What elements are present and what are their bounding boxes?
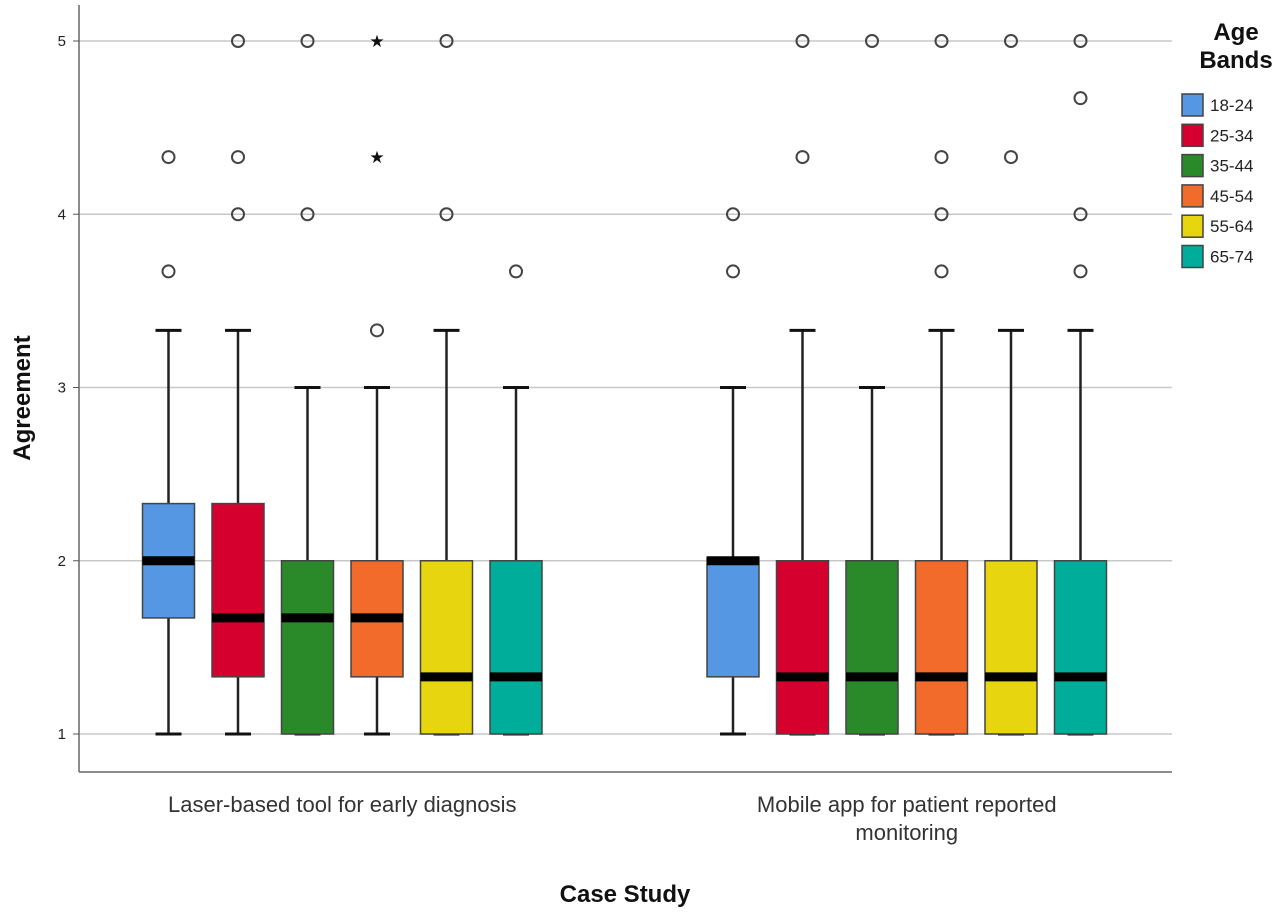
legend-swatch [1181, 184, 1204, 208]
outlier-point [934, 264, 949, 279]
box-2-55-64 [984, 34, 1038, 736]
y-tick-label-2: 2 [58, 553, 66, 570]
outlier-point [1073, 91, 1088, 106]
x-axis-title: Case Study [560, 881, 691, 908]
y-tick-label-5: 5 [58, 33, 66, 50]
box-iqr [419, 560, 474, 735]
category-label-2: Mobile app for patient reported [757, 792, 1057, 817]
legend-label: 18-24 [1210, 96, 1253, 115]
outlier-point [795, 150, 810, 165]
outlier-point [1004, 34, 1018, 48]
outlier-point [934, 150, 949, 165]
extreme-point: ★ [369, 32, 384, 52]
outlier-point [370, 323, 384, 338]
legend-swatch [1181, 153, 1204, 178]
outlier-point [1004, 150, 1018, 165]
extreme-point: ★ [369, 148, 384, 168]
legend-label: 25-34 [1210, 126, 1253, 145]
y-axis-title: Agreement [9, 335, 36, 460]
legend-label: 65-74 [1210, 248, 1253, 267]
box-iqr [984, 560, 1038, 735]
legend-item-35-44: 35-44 [1181, 153, 1253, 178]
outlier-point [439, 207, 454, 222]
legend-item-55-64: 55-64 [1181, 214, 1253, 238]
outlier-point [1073, 207, 1088, 222]
outlier-point [934, 34, 949, 48]
box-2-25-34 [775, 34, 830, 736]
box-1-35-44 [280, 34, 335, 736]
legend-swatch [1181, 244, 1204, 269]
box-2-45-54 [914, 34, 969, 736]
box-iqr [280, 560, 335, 735]
box-1-55-64 [419, 34, 474, 736]
box-2-18-24 [706, 207, 760, 736]
outlier-point [934, 207, 949, 222]
y-tick-label-4: 4 [58, 206, 66, 223]
legend-title: Bands [1199, 47, 1272, 74]
axes [78, 5, 1172, 773]
legend-item-65-74: 65-74 [1181, 244, 1253, 269]
box-iqr [706, 556, 760, 678]
box-1-18-24 [141, 150, 196, 736]
boxes: ★★ [141, 32, 1108, 736]
box-2-35-44 [845, 34, 899, 736]
outlier-point [231, 150, 245, 165]
outlier-point [726, 264, 740, 279]
box-iqr [1053, 560, 1108, 735]
category-label-2: monitoring [855, 820, 958, 845]
outlier-point [231, 207, 245, 222]
legend-item-25-34: 25-34 [1181, 123, 1253, 148]
legend-label: 35-44 [1210, 157, 1253, 176]
outlier-point [161, 150, 176, 165]
box-2-65-74 [1053, 34, 1108, 736]
outlier-point [161, 264, 176, 279]
box-iqr [489, 560, 543, 735]
box-1-65-74 [489, 264, 543, 736]
legend-swatch [1181, 214, 1204, 238]
y-tick-label-1: 1 [58, 726, 66, 743]
outlier-point [300, 34, 315, 48]
outlier-point [1073, 34, 1088, 48]
legend-title: Age [1213, 19, 1258, 46]
y-axis-ticks: 1 2 3 4 5 [58, 33, 79, 743]
box-1-45-54: ★★ [350, 32, 404, 736]
outlier-point [300, 207, 315, 222]
y-tick-label-3: 3 [58, 380, 66, 397]
legend-item-45-54: 45-54 [1181, 184, 1253, 208]
outlier-point [865, 34, 879, 48]
outlier-point [726, 207, 740, 222]
outlier-point [439, 34, 454, 48]
legend-label: 45-54 [1210, 187, 1253, 206]
legend-label: 55-64 [1210, 217, 1253, 236]
box-1-25-34 [211, 34, 265, 736]
outlier-point [1073, 264, 1088, 279]
box-iqr [914, 560, 969, 735]
category-label-1: Laser-based tool for early diagnosis [168, 792, 517, 817]
outlier-point [795, 34, 810, 48]
box-iqr [775, 560, 830, 735]
legend-swatch [1181, 93, 1204, 117]
outlier-point [509, 264, 523, 279]
legend-item-18-24: 18-24 [1181, 93, 1253, 117]
category-labels: Laser-based tool for early diagnosis Mobi… [168, 792, 1057, 845]
outlier-point [231, 34, 245, 48]
box-iqr [845, 560, 899, 735]
box-iqr [211, 502, 265, 678]
legend-swatch [1181, 123, 1204, 148]
